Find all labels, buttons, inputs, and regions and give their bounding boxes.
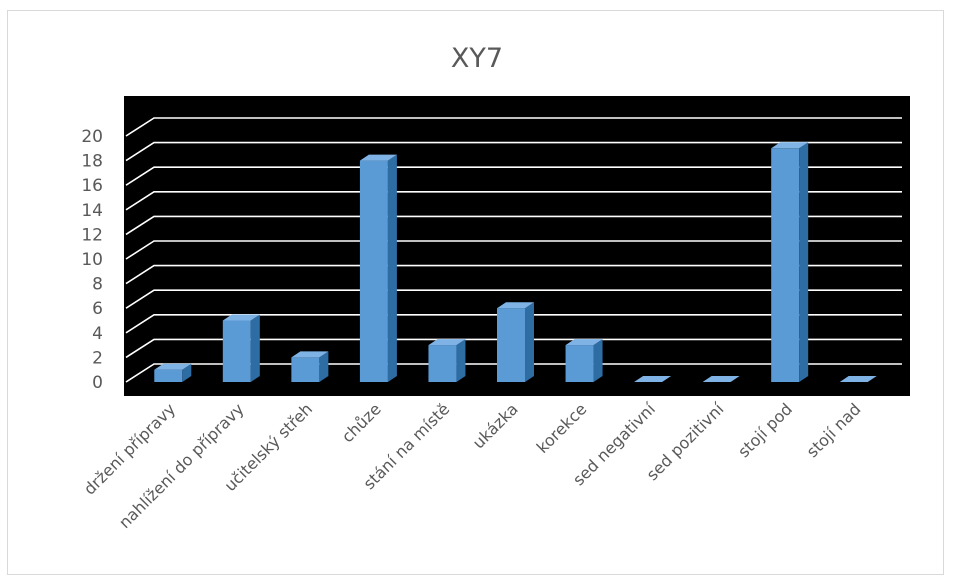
bar-side-face bbox=[799, 142, 809, 382]
bar-top-face bbox=[291, 351, 329, 358]
y-tick-label: 12 bbox=[81, 225, 103, 245]
gridline bbox=[125, 240, 902, 260]
y-tick-label: 0 bbox=[92, 373, 103, 393]
bar-side-face bbox=[387, 154, 397, 382]
bar-front-face bbox=[154, 369, 183, 382]
bar-top-face bbox=[565, 339, 603, 346]
gridline bbox=[125, 338, 902, 359]
bar-front-face bbox=[359, 160, 388, 382]
bar bbox=[428, 339, 466, 382]
plot-area bbox=[124, 96, 910, 396]
bar bbox=[291, 351, 329, 382]
x-tick-label: korekce bbox=[533, 399, 591, 457]
x-tick-label: ukázka bbox=[469, 399, 522, 452]
bar-front-face bbox=[291, 357, 320, 382]
gridline bbox=[125, 264, 902, 285]
bar-front-face bbox=[771, 148, 800, 382]
bar bbox=[634, 376, 672, 382]
x-tick-label: stojí nad bbox=[803, 399, 865, 461]
bar bbox=[222, 314, 260, 382]
y-tick-label: 10 bbox=[81, 250, 103, 270]
y-tick-label: 20 bbox=[81, 127, 103, 147]
bar-top-face bbox=[359, 154, 397, 161]
bar-front-face bbox=[222, 320, 251, 382]
gridline bbox=[125, 141, 902, 162]
gridline bbox=[125, 117, 902, 137]
y-tick-label: 4 bbox=[92, 324, 103, 344]
x-tick-label: chůze bbox=[338, 399, 385, 446]
bar-top-face bbox=[497, 302, 534, 309]
bar-side-face bbox=[456, 339, 466, 382]
y-tick-label: 8 bbox=[92, 275, 103, 295]
bar-side-face bbox=[593, 339, 603, 382]
bar-top-face bbox=[702, 376, 740, 382]
bar-side-face bbox=[319, 351, 329, 382]
chart-title: XY7 bbox=[451, 43, 503, 74]
bar bbox=[154, 363, 192, 382]
x-tick-label: nahlížení do přípravy bbox=[115, 399, 248, 532]
y-tick-label: 18 bbox=[81, 152, 103, 172]
gridline bbox=[125, 191, 902, 211]
gridline bbox=[125, 289, 902, 309]
bar-side-face bbox=[525, 302, 534, 382]
bar-side-face bbox=[182, 363, 192, 382]
x-tick-label: stojí pod bbox=[734, 399, 796, 461]
gridline bbox=[125, 313, 902, 334]
y-tick-label: 16 bbox=[81, 176, 103, 196]
y-tick-label: 6 bbox=[92, 299, 103, 319]
y-tick-label: 14 bbox=[81, 201, 103, 221]
gridline bbox=[125, 166, 902, 186]
bar-top-face bbox=[428, 339, 466, 346]
bar-top-face bbox=[771, 142, 809, 149]
bar bbox=[497, 302, 534, 382]
bar-top-face bbox=[839, 376, 877, 382]
gridline bbox=[125, 215, 902, 236]
bar bbox=[702, 376, 740, 382]
y-tick-label: 2 bbox=[92, 348, 103, 368]
bar-top-face bbox=[154, 363, 192, 370]
gridline bbox=[125, 363, 902, 383]
bar-side-face bbox=[250, 314, 260, 382]
bar-top-face bbox=[634, 376, 672, 382]
bar-front-face bbox=[428, 345, 457, 382]
bar bbox=[771, 142, 809, 382]
bar-top-face bbox=[222, 314, 260, 321]
bar-front-face bbox=[497, 308, 525, 382]
bar bbox=[359, 154, 397, 382]
bar bbox=[565, 339, 603, 382]
bar bbox=[839, 376, 877, 382]
bar-front-face bbox=[565, 345, 594, 382]
